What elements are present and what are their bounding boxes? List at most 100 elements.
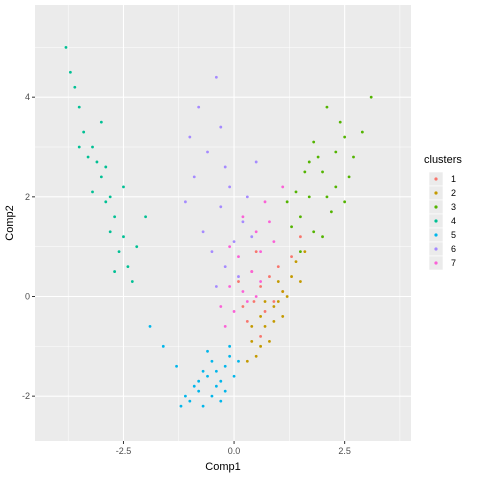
- x-tick-label: 2.5: [338, 446, 351, 456]
- legend-label: 6: [451, 244, 456, 254]
- legend-key-swatch: [434, 233, 438, 237]
- legend: clusters 1 2 3 4 5 6 7: [424, 154, 462, 271]
- y-tick-label: 4: [25, 92, 30, 102]
- data-point-cluster-5: [210, 359, 214, 363]
- data-point-cluster-2: [276, 280, 280, 283]
- data-point-cluster-2: [250, 339, 254, 343]
- data-point-cluster-2: [285, 295, 289, 298]
- data-point-cluster-6: [210, 250, 214, 254]
- legend-label: 2: [451, 188, 456, 198]
- data-point-cluster-6: [223, 165, 227, 169]
- data-point-cluster-4: [144, 215, 147, 219]
- data-point-cluster-5: [197, 389, 201, 393]
- data-point-cluster-6: [184, 200, 187, 204]
- legend-key-swatch: [434, 219, 438, 223]
- data-point-cluster-6: [232, 240, 236, 244]
- data-point-cluster-3: [303, 170, 307, 174]
- data-point-cluster-5: [228, 354, 232, 358]
- data-point-cluster-2: [272, 320, 276, 323]
- data-point-cluster-4: [122, 185, 125, 189]
- grid-lines: [35, 5, 411, 441]
- legend-label: 4: [451, 216, 456, 226]
- data-point-cluster-2: [259, 315, 262, 318]
- x-tick-label: 0.0: [228, 446, 241, 456]
- data-point-cluster-4: [130, 280, 134, 283]
- data-point-cluster-3: [369, 95, 373, 99]
- data-point-cluster-4: [95, 160, 99, 164]
- data-point-cluster-7: [250, 270, 254, 273]
- data-point-cluster-2: [281, 290, 285, 293]
- data-point-cluster-3: [294, 190, 298, 194]
- data-point-cluster-4: [108, 195, 112, 199]
- data-point-cluster-6: [188, 135, 192, 139]
- data-point-cluster-4: [113, 215, 117, 219]
- data-point-cluster-5: [214, 369, 218, 373]
- data-point-cluster-5: [232, 374, 236, 378]
- data-point-cluster-3: [299, 215, 302, 219]
- data-point-cluster-5: [219, 399, 223, 403]
- data-point-cluster-1: [263, 310, 267, 313]
- data-point-cluster-7: [228, 285, 232, 288]
- data-point-cluster-2: [250, 324, 254, 328]
- data-point-cluster-4: [64, 45, 68, 49]
- legend-label: 7: [451, 258, 456, 268]
- data-point-cluster-2: [294, 260, 298, 264]
- data-point-cluster-5: [214, 384, 218, 388]
- legend-label: 5: [451, 230, 456, 240]
- data-point-cluster-2: [263, 324, 267, 328]
- data-point-cluster-7: [259, 280, 262, 283]
- data-point-cluster-7: [228, 245, 232, 249]
- data-point-cluster-2: [290, 275, 293, 278]
- data-point-cluster-7: [232, 310, 236, 313]
- data-point-cluster-3: [329, 210, 333, 214]
- data-point-cluster-6: [250, 235, 254, 239]
- y-tick-label: -2: [22, 391, 30, 401]
- plot-panel: [35, 5, 411, 441]
- data-point-cluster-5: [219, 379, 223, 383]
- data-point-cluster-3: [312, 140, 316, 144]
- data-point-cluster-7: [272, 240, 276, 244]
- data-point-cluster-4: [108, 230, 112, 234]
- data-point-cluster-5: [223, 364, 227, 368]
- legend-label: 1: [451, 174, 456, 184]
- legend-label: 3: [451, 202, 456, 212]
- data-point-cluster-3: [321, 170, 324, 174]
- data-point-cluster-2: [272, 305, 276, 308]
- data-point-cluster-5: [197, 379, 201, 383]
- data-point-cluster-1: [254, 250, 258, 254]
- data-point-cluster-7: [219, 305, 223, 308]
- data-point-cluster-3: [325, 195, 329, 199]
- data-point-cluster-4: [135, 245, 139, 249]
- data-point-cluster-2: [263, 300, 267, 303]
- data-point-cluster-4: [126, 265, 130, 268]
- data-point-cluster-4: [73, 85, 77, 89]
- data-point-cluster-3: [321, 235, 324, 239]
- data-point-cluster-3: [325, 105, 329, 109]
- data-point-cluster-1: [272, 300, 276, 303]
- data-point-cluster-3: [343, 135, 347, 139]
- data-point-cluster-5: [201, 404, 205, 408]
- data-point-cluster-6: [197, 105, 201, 109]
- data-point-cluster-7: [254, 230, 258, 234]
- x-tick-label: -2.5: [116, 446, 132, 456]
- data-point-cluster-5: [223, 389, 227, 393]
- data-point-cluster-6: [228, 185, 232, 189]
- data-point-cluster-6: [254, 160, 258, 164]
- data-point-cluster-3: [352, 155, 355, 159]
- data-point-cluster-1: [259, 285, 262, 288]
- data-point-cluster-7: [245, 300, 249, 303]
- data-point-cluster-1: [252, 300, 256, 303]
- data-point-cluster-5: [179, 404, 183, 408]
- data-point-cluster-2: [254, 354, 258, 358]
- data-point-cluster-6: [223, 265, 227, 268]
- data-point-cluster-3: [312, 230, 316, 234]
- data-point-cluster-4: [113, 270, 117, 273]
- data-point-cluster-1: [276, 265, 280, 268]
- data-point-cluster-1: [241, 305, 245, 308]
- data-point-cluster-2: [276, 300, 280, 303]
- data-point-cluster-6: [241, 220, 245, 224]
- data-point-cluster-3: [334, 185, 338, 189]
- data-point-cluster-4: [77, 105, 81, 109]
- data-point-cluster-7: [254, 295, 258, 298]
- legend-key-swatch: [434, 177, 438, 181]
